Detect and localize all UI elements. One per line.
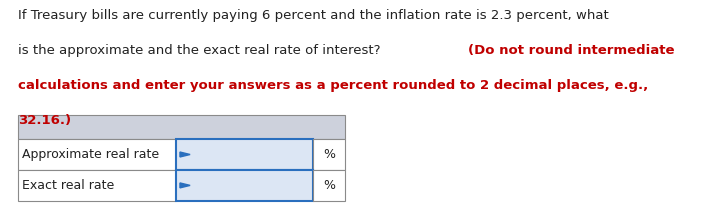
Text: If Treasury bills are currently paying 6 percent and the inflation rate is 2.3 p: If Treasury bills are currently paying 6… <box>18 9 608 22</box>
Bar <box>18 139 176 170</box>
Text: (Do not round intermediate: (Do not round intermediate <box>468 44 675 57</box>
Text: 32.16.): 32.16.) <box>18 114 71 127</box>
Bar <box>313 170 345 201</box>
Text: calculations and enter your answers as a percent rounded to 2 decimal places, e.: calculations and enter your answers as a… <box>18 79 648 92</box>
Polygon shape <box>180 152 190 157</box>
Text: Exact real rate: Exact real rate <box>22 179 115 192</box>
Text: Approximate real rate: Approximate real rate <box>22 148 160 161</box>
Bar <box>176 170 313 201</box>
Text: is the approximate and the exact real rate of interest?: is the approximate and the exact real ra… <box>18 44 385 57</box>
Bar <box>18 115 345 139</box>
Bar <box>18 170 176 201</box>
Text: %: % <box>323 148 335 161</box>
Text: %: % <box>323 179 335 192</box>
Bar <box>313 139 345 170</box>
Bar <box>176 139 313 170</box>
Polygon shape <box>180 183 190 188</box>
